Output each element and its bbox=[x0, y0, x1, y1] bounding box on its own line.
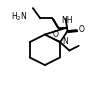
Text: H$_2$N: H$_2$N bbox=[11, 10, 27, 23]
Text: O: O bbox=[53, 30, 59, 39]
Text: NH: NH bbox=[61, 16, 73, 25]
Polygon shape bbox=[45, 34, 61, 43]
Text: O: O bbox=[78, 25, 84, 34]
Text: N: N bbox=[62, 37, 68, 46]
